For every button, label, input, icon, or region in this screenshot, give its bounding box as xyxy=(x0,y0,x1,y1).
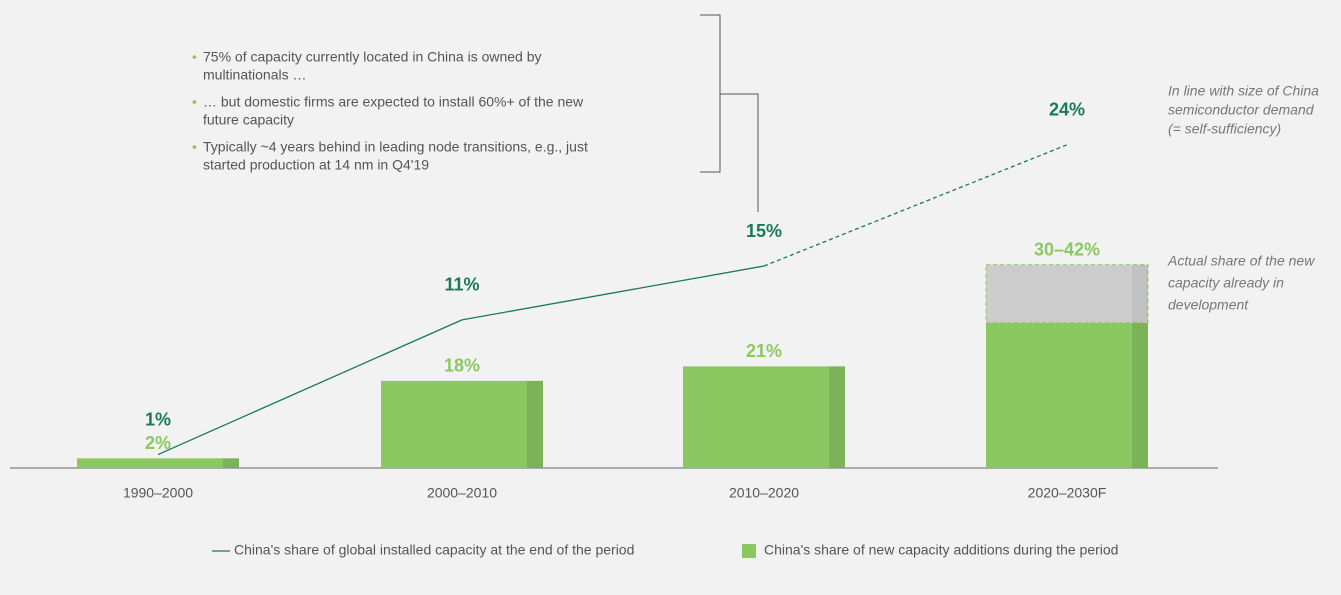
bullet-dot: • xyxy=(192,49,197,65)
x-tick-label: 1990–2000 xyxy=(123,485,193,501)
bullet-text: 75% of capacity currently located in Chi… xyxy=(203,49,542,65)
bar-value-label: 21% xyxy=(746,341,782,361)
bullet-dot: • xyxy=(192,139,197,155)
line-value-label: 1% xyxy=(145,409,171,429)
bar xyxy=(683,366,845,468)
bar-note: development xyxy=(1168,297,1249,313)
bullet-text: future capacity xyxy=(203,112,294,128)
x-tick-label: 2020–2030F xyxy=(1028,485,1107,501)
bar-value-label: 30–42% xyxy=(1034,239,1100,259)
line-segment xyxy=(763,144,1068,267)
bar-shade xyxy=(1132,322,1148,468)
line-note: In line with size of China xyxy=(1168,83,1319,99)
bar xyxy=(986,322,1148,468)
line-segment xyxy=(157,319,463,456)
bar-note: Actual share of the new xyxy=(1167,253,1315,269)
bar-shade xyxy=(223,458,239,468)
legend-label: China's share of new capacity additions … xyxy=(764,542,1118,558)
bar-note: capacity already in xyxy=(1168,275,1284,291)
bar xyxy=(77,458,239,468)
line-note: (= self-sufficiency) xyxy=(1168,121,1281,137)
line-segment xyxy=(461,265,765,321)
bullet-text: started production at 14 nm in Q4'19 xyxy=(203,157,429,173)
bar-range xyxy=(985,264,1149,324)
bracket xyxy=(700,14,759,212)
legend-swatch xyxy=(742,544,756,558)
bullet-text: Typically ~4 years behind in leading nod… xyxy=(203,139,588,155)
x-tick-label: 2010–2020 xyxy=(729,485,799,501)
bullet-text: … but domestic firms are expected to ins… xyxy=(203,94,584,110)
x-tick-label: 2000–2010 xyxy=(427,485,497,501)
bar-shade xyxy=(527,380,543,468)
bar xyxy=(381,380,543,468)
bracket-line xyxy=(700,14,721,173)
line-value-label: 11% xyxy=(444,275,479,295)
line-value-label: 15% xyxy=(746,221,782,241)
line-value-label: 24% xyxy=(1049,100,1085,120)
bullet-text: multinationals … xyxy=(203,67,307,83)
bar-shade xyxy=(829,366,845,468)
bar-value-label: 18% xyxy=(444,356,480,376)
bar-value-label: 2% xyxy=(145,433,171,453)
legend-label: China's share of global installed capaci… xyxy=(234,542,634,558)
bracket-line xyxy=(720,93,759,212)
bullet-dot: • xyxy=(192,94,197,110)
line-note: semiconductor demand xyxy=(1168,102,1315,118)
bar-shade xyxy=(1132,264,1148,323)
